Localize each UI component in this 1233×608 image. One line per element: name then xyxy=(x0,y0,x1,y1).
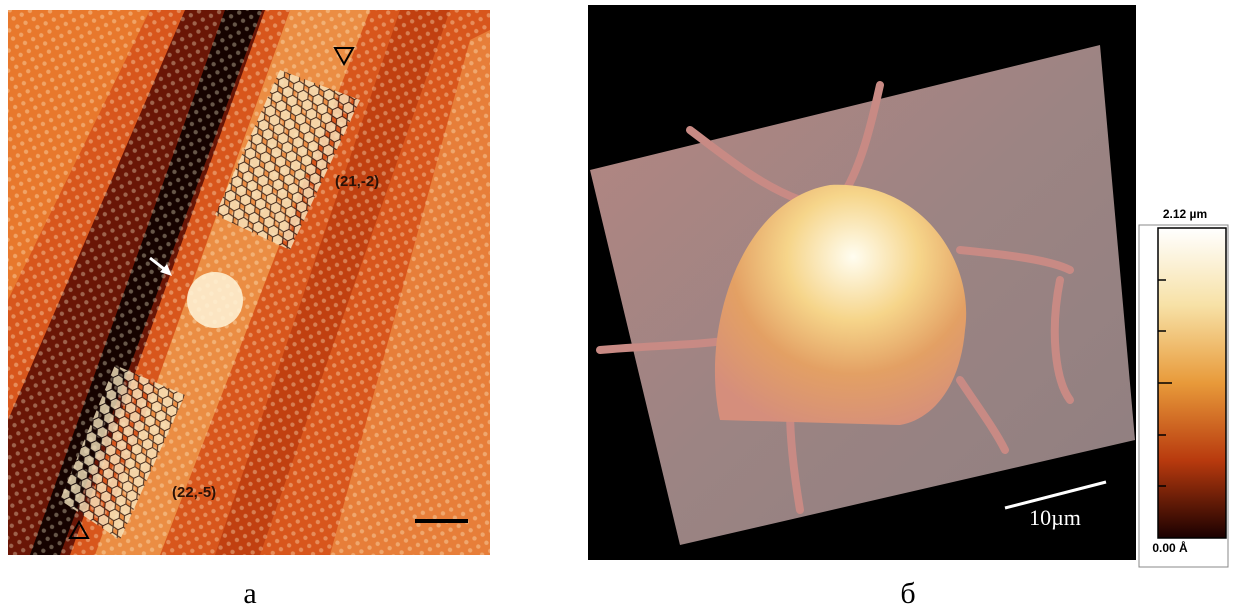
page: (21,-2) (22,-5) а 10µm 2.12 µm 0.00 Å б … xyxy=(0,0,1233,608)
caption: а xyxy=(243,577,256,608)
panel-a: (21,-2) (22,-5) а xyxy=(8,10,490,608)
figure: (21,-2) (22,-5) а 10µm 2.12 µm 0.00 Å б xyxy=(0,0,1233,608)
colorbar-min: 0.00 Å xyxy=(1152,540,1188,555)
caption: б xyxy=(900,577,915,608)
annotation: (21,-2) xyxy=(335,173,379,190)
scale-label: 10µm xyxy=(1029,505,1081,530)
panel-b: 10µm 2.12 µm 0.00 Å б xyxy=(588,5,1228,608)
colorbar-max: 2.12 µm xyxy=(1163,207,1207,221)
defect xyxy=(187,272,243,328)
annotation: (22,-5) xyxy=(172,484,216,501)
